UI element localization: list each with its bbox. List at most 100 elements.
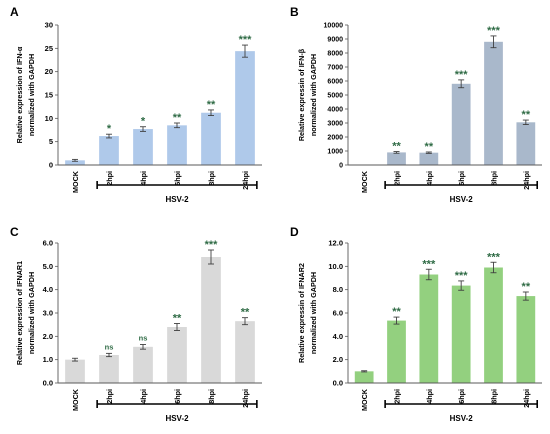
x-tick-label: 8hpi	[207, 171, 216, 186]
x-tick-label: 2hpi	[105, 171, 114, 186]
bar	[167, 125, 187, 165]
x-tick-label: 6hpi	[173, 389, 182, 404]
y-tick-label: 5000	[327, 93, 343, 100]
panel-letter: B	[290, 5, 299, 19]
significance-label: **	[392, 141, 401, 153]
significance-label: ***	[205, 239, 219, 251]
significance-label: ns	[139, 334, 148, 343]
x-tick-label: 8hpi	[490, 389, 499, 404]
x-tick-label: 4hpi	[425, 171, 434, 186]
x-tick-label: 6hpi	[457, 171, 466, 186]
panel-b: B Relative expressin of IFN-β normalized w…	[290, 5, 542, 204]
significance-label: **	[425, 141, 434, 153]
y-tick-label: 8000	[327, 51, 343, 58]
significance-label: **	[173, 112, 182, 124]
x-tick-label: 24hpi	[241, 389, 250, 408]
significance-label: ns	[105, 342, 114, 351]
y-tick-label: 6.0	[333, 309, 343, 318]
y-axis-title: normalized with GAPDH	[309, 54, 318, 136]
group-label: HSV-2	[450, 414, 474, 423]
y-tick-label: 6.0	[43, 239, 53, 248]
y-axis-title: Relative expression of IFNAR1	[15, 261, 24, 365]
significance-label: **	[241, 307, 250, 319]
x-tick-label: 8hpi	[490, 171, 499, 186]
x-tick-label: 24hpi	[522, 171, 531, 190]
y-tick-label: 7000	[327, 65, 343, 72]
x-tick-label: 2hpi	[393, 171, 402, 186]
bar	[99, 136, 119, 165]
x-tick-label: 24hpi	[241, 171, 250, 190]
y-axis-title: normalized with GAPDH	[27, 272, 36, 354]
significance-label: **	[207, 99, 216, 111]
y-tick-label: 25	[45, 44, 53, 53]
group-label: HSV-2	[165, 414, 189, 423]
y-tick-label: 6000	[327, 79, 343, 86]
y-tick-label: 5.0	[43, 262, 53, 271]
bar	[99, 355, 119, 383]
significance-label: ***	[239, 34, 253, 46]
y-tick-label: 2000	[327, 135, 343, 142]
panel-d: D Relative expressin of IFNAR2 normalized …	[290, 225, 542, 423]
bar	[451, 285, 471, 383]
y-tick-label: 10	[45, 114, 53, 123]
bar	[201, 257, 221, 383]
significance-label: *	[107, 123, 112, 135]
x-tick-label: 6hpi	[173, 171, 182, 186]
bar	[419, 274, 439, 383]
significance-label: ***	[455, 270, 469, 282]
significance-label: **	[173, 313, 182, 325]
y-axis-title: normalized with GAPDH	[309, 272, 318, 354]
x-tick-label: 2hpi	[105, 389, 114, 404]
panel-c: C Relative expression of IFNAR1 normalized…	[10, 225, 262, 423]
bar	[484, 41, 503, 165]
bar	[354, 371, 374, 383]
significance-label: ***	[455, 69, 469, 81]
y-axis-title: Relative expressin of IFNAR2	[297, 263, 306, 363]
y-tick-label: 4.0	[333, 332, 343, 341]
x-tick-label: 2hpi	[393, 389, 402, 404]
y-tick-label: 30	[45, 21, 53, 30]
bar	[167, 327, 187, 383]
bar	[235, 51, 255, 166]
bar	[133, 129, 153, 165]
y-tick-label: 4.0	[43, 285, 53, 294]
y-tick-label: 0	[49, 161, 53, 170]
bar	[419, 152, 439, 165]
y-tick-label: 9000	[327, 37, 343, 44]
bar	[451, 83, 471, 165]
y-tick-label: 0.0	[333, 379, 343, 388]
x-tick-label: 8hpi	[207, 389, 216, 404]
y-tick-label: 8.0	[333, 285, 343, 294]
bar	[65, 359, 85, 383]
y-tick-label: 4000	[327, 107, 343, 114]
y-tick-label: 3000	[327, 121, 343, 128]
x-tick-label: 24hpi	[522, 389, 531, 408]
y-tick-label: 1000	[327, 149, 343, 156]
x-tick-label: MOCK	[71, 388, 80, 411]
bar	[484, 267, 503, 383]
panel-letter: C	[10, 225, 19, 239]
significance-label: **	[392, 306, 401, 318]
y-tick-label: 10000	[324, 23, 344, 30]
y-tick-label: 5	[49, 137, 53, 146]
bar	[235, 321, 255, 383]
bar	[133, 346, 153, 383]
y-tick-label: 20	[45, 67, 53, 76]
y-axis-title: Relative expression of IFN-α	[15, 46, 24, 143]
y-tick-label: 10.0	[328, 262, 343, 271]
bar	[516, 122, 536, 165]
y-tick-label: 0.0	[43, 379, 53, 388]
y-tick-label: 2.0	[333, 355, 343, 364]
panel-a: A Relative expression of IFN-α normalized …	[10, 5, 262, 204]
group-label: HSV-2	[450, 195, 474, 204]
significance-label: **	[522, 281, 531, 293]
bar	[65, 160, 85, 165]
x-tick-label: MOCK	[360, 170, 369, 193]
x-tick-label: 4hpi	[139, 171, 148, 186]
bar	[387, 152, 406, 165]
y-tick-label: 2.0	[43, 332, 53, 341]
y-tick-label: 3.0	[43, 309, 53, 318]
x-tick-label: 4hpi	[425, 389, 434, 404]
panel-letter: D	[290, 225, 299, 239]
y-axis-title: normalized with GAPDH	[27, 54, 36, 136]
